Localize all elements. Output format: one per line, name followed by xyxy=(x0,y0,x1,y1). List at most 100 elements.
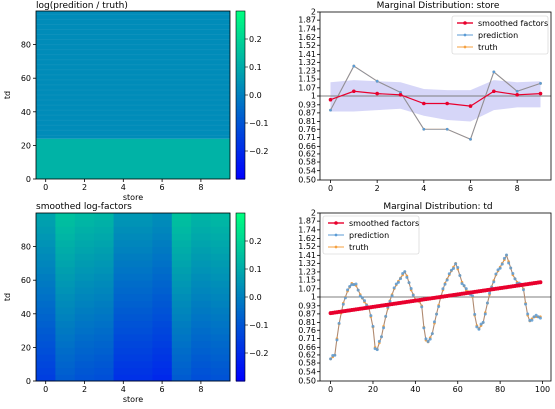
heatmap-cell xyxy=(171,320,192,328)
colorbar-segment xyxy=(236,302,245,306)
colorbar-segment xyxy=(236,235,245,239)
data-point xyxy=(498,266,502,270)
x-tick-label: 4 xyxy=(121,183,126,192)
colorbar-segment xyxy=(236,120,245,124)
colorbar: 0.2 0.1 0.0 −0.1 −0.2 xyxy=(235,10,268,180)
y-tick-label: 80 xyxy=(21,41,31,50)
y-tick-label: 0 xyxy=(26,377,31,386)
data-point xyxy=(392,286,396,290)
heatmap-cell xyxy=(36,239,56,248)
data-point xyxy=(464,287,468,291)
colorbar-segment xyxy=(236,50,245,54)
heatmap-cell xyxy=(36,300,56,308)
heatmap-cell xyxy=(171,354,192,362)
colorbar-segment xyxy=(236,25,245,29)
x-tick-label: 0 xyxy=(43,385,48,394)
heatmap-cell xyxy=(210,313,231,322)
heatmap-cell xyxy=(171,260,192,268)
heatmap-cell xyxy=(74,273,95,281)
legend-swatch-marker xyxy=(463,21,467,25)
colorbar-segment xyxy=(236,44,245,48)
heatmap-cell xyxy=(210,253,231,261)
y-tick-label: 20 xyxy=(21,141,31,150)
legend-label: truth xyxy=(478,43,498,52)
heatmap-cell xyxy=(55,293,76,301)
heatmap-cell xyxy=(74,327,95,335)
data-point xyxy=(494,272,498,276)
heatmap-cell xyxy=(171,253,192,261)
data-point xyxy=(407,281,411,285)
heatmap-cell xyxy=(171,374,192,382)
heatmap-cell xyxy=(152,327,173,335)
data-point xyxy=(329,357,333,361)
colorbar-segment xyxy=(236,137,245,141)
y-tick-label: 0.76 xyxy=(298,125,316,134)
heatmap-cell xyxy=(171,360,192,369)
colorbar-segment xyxy=(236,277,245,281)
y-tick-label: 0.58 xyxy=(298,158,316,167)
heatmap-cell xyxy=(94,273,115,281)
data-point xyxy=(399,277,403,281)
heatmap-cell xyxy=(191,226,212,234)
y-tick-label: 0.76 xyxy=(298,326,316,335)
data-point xyxy=(388,299,392,303)
heatmap-cell xyxy=(55,307,76,315)
heatmap-cell xyxy=(55,374,76,382)
series-line-smoothed xyxy=(330,90,541,107)
data-point xyxy=(462,284,466,288)
data-point xyxy=(369,314,373,318)
heatmap-cell xyxy=(133,313,153,322)
colorbar-segment xyxy=(236,241,245,245)
heatmap-cell xyxy=(133,239,153,248)
heatmap-cell xyxy=(36,213,56,221)
colorbar-segment xyxy=(236,213,245,217)
colorbar-segment xyxy=(236,361,245,365)
heatmap-cell xyxy=(210,239,231,248)
x-tick-label: 4 xyxy=(421,184,426,193)
colorbar-segment xyxy=(236,83,245,88)
data-point xyxy=(534,313,538,317)
legend-swatch-marker xyxy=(334,221,338,225)
heatmap-cell xyxy=(36,293,56,301)
heatmap-cell xyxy=(94,367,115,375)
series-line-prediction xyxy=(330,65,541,140)
heatmap-cell xyxy=(171,213,192,221)
heatmap-cell xyxy=(36,340,56,348)
heatmap-cell xyxy=(36,313,56,322)
plot-frame xyxy=(35,10,231,180)
colorbar-segment xyxy=(236,369,245,374)
y-tick-label: 0.62 xyxy=(298,150,316,159)
data-point xyxy=(352,64,356,68)
heatmap-cells xyxy=(36,11,230,179)
y-tick-label: 0.58 xyxy=(298,359,316,368)
heatmap-cell xyxy=(191,260,212,268)
colorbar-segment xyxy=(236,27,245,32)
data-point xyxy=(363,299,367,303)
y-tick-label: 0.93 xyxy=(298,100,316,109)
heatmap-cell xyxy=(55,286,76,295)
heatmap-cell xyxy=(133,367,153,375)
heatmap-cell xyxy=(94,340,115,348)
heatmap-cell xyxy=(210,286,231,295)
heatmap-cell xyxy=(36,246,56,254)
data-point xyxy=(422,127,426,131)
heatmap-cell xyxy=(94,233,115,241)
heatmap-cell xyxy=(171,313,192,322)
x-tick-label: 6 xyxy=(468,184,473,193)
heatmap-cell xyxy=(94,327,115,335)
colorbar-segment xyxy=(236,249,245,253)
x-tick-label: 20 xyxy=(368,385,378,394)
x-tick-label: 6 xyxy=(160,183,165,192)
data-point xyxy=(358,294,362,298)
heatmap-cell xyxy=(133,293,153,301)
x-tick-label: 6 xyxy=(160,385,165,394)
y-tick-label: 1.62 xyxy=(298,33,316,42)
heatmap-cell xyxy=(55,273,76,281)
data-point xyxy=(375,91,379,96)
data-point xyxy=(394,282,398,286)
heatmap-cell xyxy=(191,286,212,295)
heatmap-cell xyxy=(133,300,153,308)
colorbar-segment xyxy=(236,111,245,116)
colorbar-segment xyxy=(236,30,245,34)
data-point xyxy=(532,315,536,319)
